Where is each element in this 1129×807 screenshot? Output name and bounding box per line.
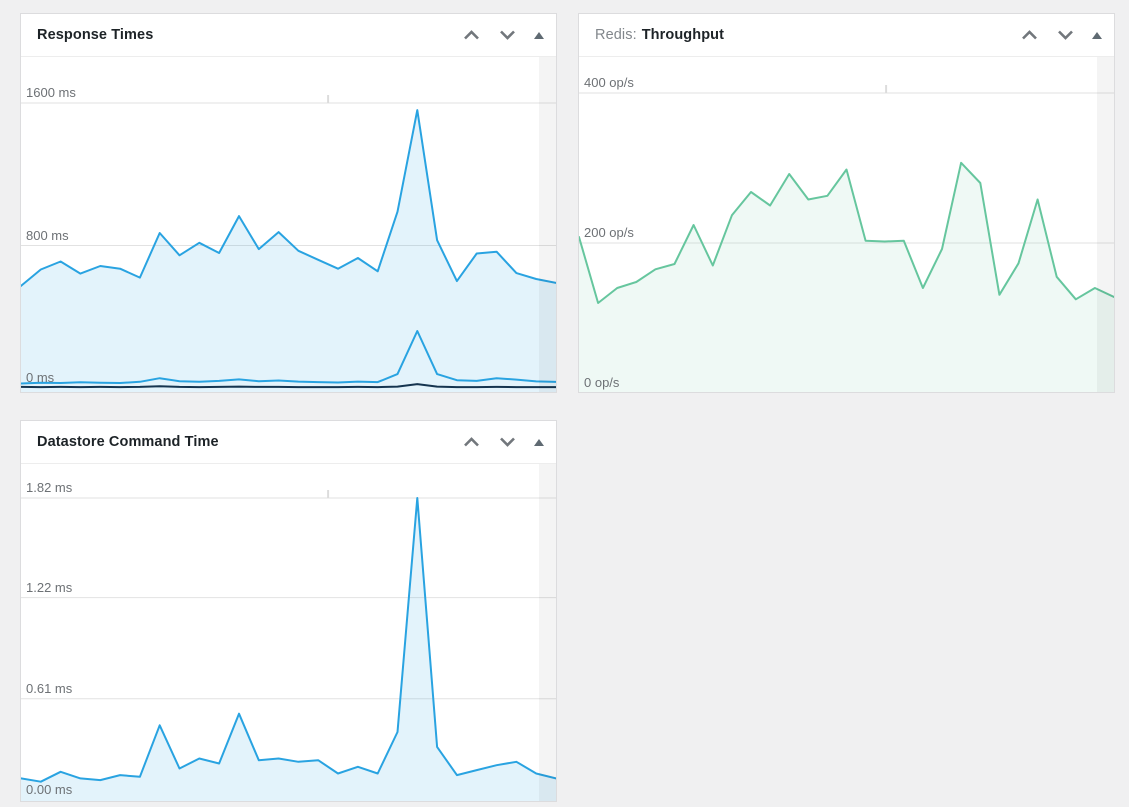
chart-response-times: 1600 ms 800 ms 0 ms — [21, 57, 556, 392]
chart-redis-throughput: 400 op/s 200 op/s 0 op/s — [579, 57, 1114, 392]
chevron-down-icon — [1058, 30, 1073, 40]
widget-header[interactable]: Redis: Throughput — [579, 14, 1114, 57]
chevron-down-icon — [500, 437, 515, 447]
move-up-button[interactable] — [460, 433, 483, 451]
triangle-up-icon — [534, 31, 544, 39]
triangle-up-icon — [534, 438, 544, 446]
widget-title: Response Times — [21, 27, 153, 43]
collapse-toggle-button[interactable] — [532, 30, 546, 41]
triangle-up-icon — [1092, 31, 1102, 39]
widget-controls — [460, 433, 556, 451]
move-up-button[interactable] — [460, 26, 483, 44]
widget-response-times: Response Times 1600 ms 800 ms 0 ms — [20, 13, 557, 393]
widget-title-text: Response Times — [37, 27, 154, 43]
chevron-up-icon — [464, 437, 479, 447]
move-down-button[interactable] — [1054, 26, 1077, 44]
widget-header[interactable]: Response Times — [21, 14, 556, 57]
collapse-toggle-button[interactable] — [1090, 30, 1104, 41]
widget-title-text: Datastore Command Time — [37, 434, 219, 450]
widget-redis-throughput: Redis: Throughput 400 op/s 200 op/s 0 op/s — [578, 13, 1115, 393]
chevron-up-icon — [464, 30, 479, 40]
chevron-down-icon — [500, 30, 515, 40]
widget-title-text: Throughput — [641, 27, 725, 43]
move-down-button[interactable] — [496, 433, 519, 451]
widget-title: Datastore Command Time — [21, 434, 219, 450]
widget-datastore-command-time: Datastore Command Time 1.82 ms 1.22 ms 0.6… — [20, 420, 557, 802]
widget-controls — [460, 26, 556, 44]
chart-datastore-command-time: 1.82 ms 1.22 ms 0.61 ms 0.00 ms — [21, 464, 556, 801]
collapse-toggle-button[interactable] — [532, 437, 546, 448]
widget-header[interactable]: Datastore Command Time — [21, 421, 556, 464]
widget-title-prefix: Redis: — [595, 27, 637, 43]
move-up-button[interactable] — [1018, 26, 1041, 44]
widget-title: Redis: Throughput — [579, 27, 724, 43]
widget-controls — [1018, 26, 1114, 44]
move-down-button[interactable] — [496, 26, 519, 44]
chevron-up-icon — [1022, 30, 1037, 40]
